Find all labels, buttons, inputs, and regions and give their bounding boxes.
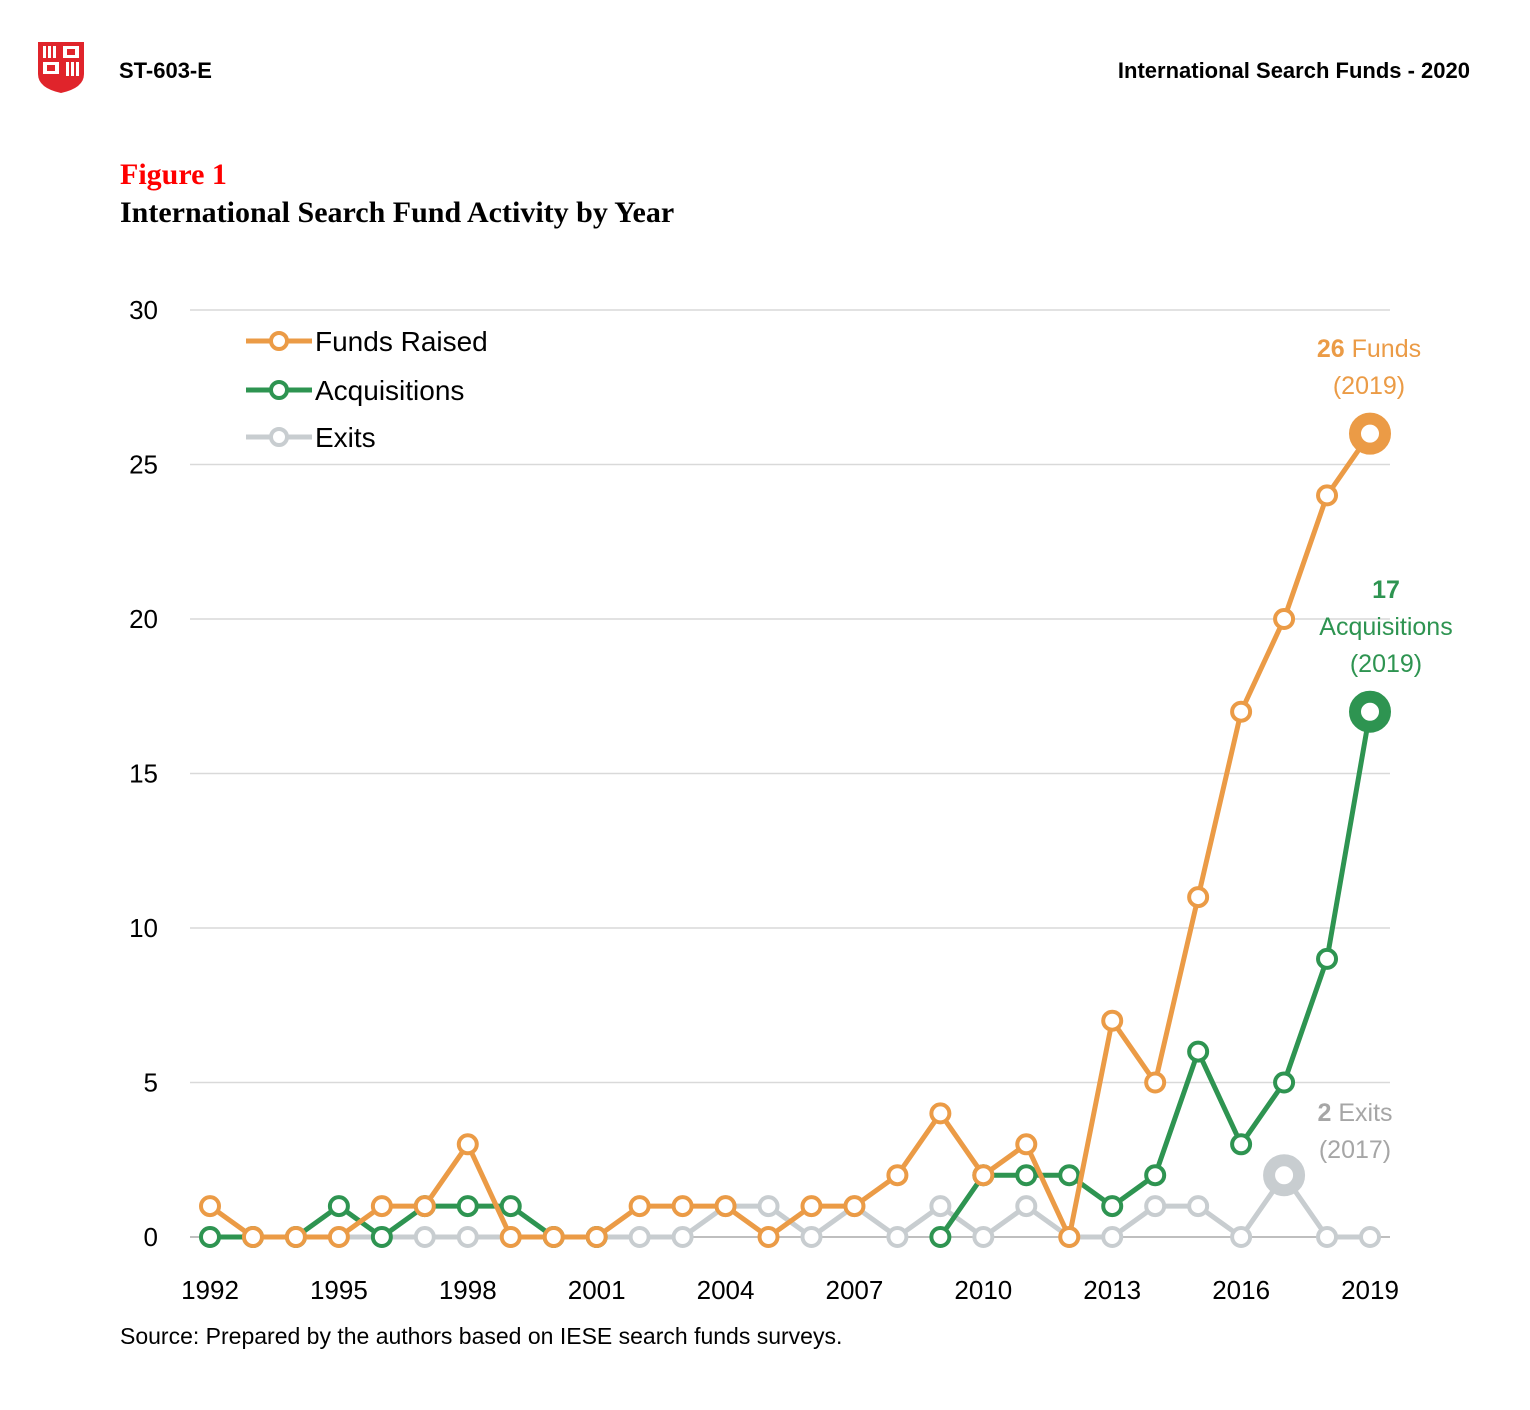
y-tick-label: 25 <box>129 450 158 480</box>
acquisitions-point <box>499 1195 522 1218</box>
exits-point <box>1101 1226 1124 1248</box>
funds-raised-point <box>671 1195 694 1218</box>
x-tick-label: 2019 <box>1341 1275 1399 1305</box>
source-note: Source: Prepared by the authors based on… <box>120 1323 843 1349</box>
acquisitions-point <box>327 1195 350 1218</box>
exits-point <box>757 1195 780 1218</box>
exits-point <box>972 1226 995 1248</box>
acquisitions-line <box>210 1203 597 1240</box>
funds-raised-point <box>1101 1009 1124 1032</box>
legend-label-acquisitions: Acquisitions <box>315 375 464 406</box>
exits-point <box>800 1226 823 1248</box>
x-tick-label: 1992 <box>181 1275 239 1305</box>
x-tick-label: 2004 <box>697 1275 755 1305</box>
exits-annotation: 2 Exits <box>1317 1099 1392 1127</box>
funds-raised-point <box>1058 1226 1081 1248</box>
legend-label-exits: Exits <box>315 422 376 453</box>
legend-marker-funds-raised <box>269 331 289 351</box>
acquisitions-point <box>1015 1164 1038 1187</box>
acquisitions-point <box>1101 1195 1124 1218</box>
acquisitions-point <box>456 1195 479 1218</box>
funds-raised-line <box>208 432 1373 1240</box>
funds-raised-point <box>327 1226 350 1248</box>
exits-point <box>1187 1195 1210 1218</box>
iese-shield-icon <box>38 42 84 93</box>
figure-label: Figure 1 <box>120 158 227 191</box>
funds-raised-point <box>413 1195 436 1218</box>
funds-raised-point <box>1187 886 1210 909</box>
acquisitions-annotation-label: Acquisitions <box>1319 613 1452 641</box>
exits-annotation-year: (2017) <box>1319 1136 1391 1164</box>
funds-raised-point <box>628 1195 651 1218</box>
acquisitions-point <box>199 1226 221 1248</box>
document-title: International Search Funds - 2020 <box>1117 58 1470 83</box>
legend-marker-acquisitions <box>269 380 289 400</box>
funds-raised-point <box>241 1226 264 1248</box>
exits-point <box>628 1226 651 1248</box>
funds-annotation: 26 Funds <box>1317 335 1421 363</box>
exits-point <box>1359 1226 1381 1248</box>
funds-raised-highlight-point <box>1349 412 1391 455</box>
funds-raised-point <box>972 1164 995 1187</box>
y-tick-label: 10 <box>129 913 158 943</box>
x-tick-label: 2016 <box>1212 1275 1270 1305</box>
y-tick-label: 30 <box>129 295 158 325</box>
funds-raised-point <box>757 1226 780 1248</box>
x-tick-label: 2013 <box>1083 1275 1141 1305</box>
funds-raised-point <box>499 1226 522 1248</box>
acquisitions-highlight-point <box>1349 690 1391 733</box>
funds-raised-point <box>800 1195 823 1218</box>
acquisitions-point <box>1187 1040 1210 1063</box>
exits-highlight-point <box>1263 1154 1306 1197</box>
x-tick-label: 1995 <box>310 1275 368 1305</box>
funds-raised-point <box>886 1164 909 1187</box>
exits-point <box>456 1226 479 1248</box>
funds-raised-point <box>585 1226 608 1248</box>
funds-raised-point <box>1273 608 1296 630</box>
y-tick-label: 5 <box>144 1068 158 1098</box>
exits-point <box>1316 1226 1339 1248</box>
acquisitions-point <box>370 1226 393 1248</box>
exits-point <box>1230 1226 1253 1248</box>
exits-point <box>1015 1195 1038 1218</box>
funds-raised-point <box>1230 700 1253 723</box>
exits-point <box>1144 1195 1167 1218</box>
funds-raised-point <box>370 1195 393 1218</box>
y-tick-label: 0 <box>144 1222 158 1252</box>
x-tick-label: 2010 <box>954 1275 1012 1305</box>
funds-raised-point <box>1015 1133 1038 1156</box>
funds-raised-point <box>1144 1071 1167 1094</box>
funds-raised-point <box>843 1195 866 1218</box>
acquisitions-point <box>1273 1071 1296 1094</box>
funds-annotation-year: (2019) <box>1333 372 1405 400</box>
exits-point <box>929 1195 952 1218</box>
acquisitions-point <box>1230 1133 1253 1156</box>
y-tick-label: 15 <box>129 759 158 789</box>
figure-title: International Search Fund Activity by Ye… <box>120 196 675 229</box>
x-tick-label: 2007 <box>826 1275 884 1305</box>
document-code: ST-603-E <box>119 58 212 83</box>
acquisitions-annotation-value: 17 <box>1372 576 1400 604</box>
acquisitions-point <box>1058 1164 1081 1187</box>
x-tick-label: 1998 <box>439 1275 497 1305</box>
funds-raised-point <box>456 1133 479 1156</box>
funds-raised-point <box>284 1226 307 1248</box>
legend-marker-exits <box>269 427 289 447</box>
acquisitions-point <box>1316 947 1339 970</box>
acquisitions-point <box>1144 1164 1167 1187</box>
funds-raised-point <box>199 1195 221 1218</box>
funds-raised-point <box>542 1226 565 1248</box>
funds-raised-point <box>714 1195 737 1218</box>
y-tick-label: 20 <box>129 604 158 634</box>
exits-point <box>413 1226 436 1248</box>
exits-point <box>886 1226 909 1248</box>
exits-point <box>671 1226 694 1248</box>
funds-raised-point <box>1316 484 1339 507</box>
funds-raised-point <box>929 1102 952 1125</box>
legend-label-funds-raised: Funds Raised <box>315 326 488 357</box>
x-tick-label: 2001 <box>568 1275 626 1305</box>
acquisitions-annotation-year: (2019) <box>1350 650 1422 678</box>
acquisitions-point <box>929 1226 952 1248</box>
